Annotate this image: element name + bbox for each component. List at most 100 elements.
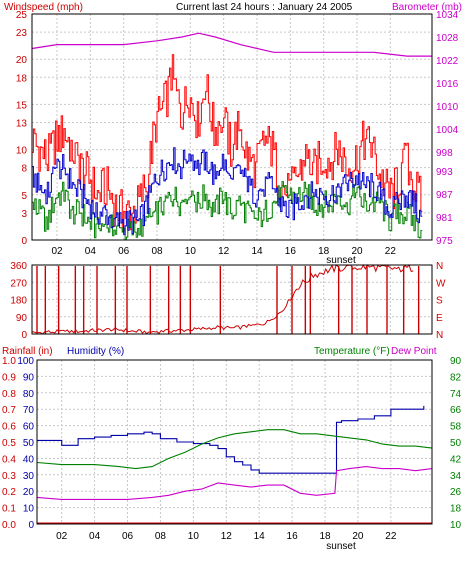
thermo-x-tick: 04 (89, 531, 101, 542)
thermo-x-tick: 18 (319, 531, 331, 542)
direction-tick-label: 90 (16, 313, 28, 324)
windspeed-x-tick: 10 (185, 246, 197, 257)
sunset-label-bottom: sunset (326, 541, 356, 552)
windspeed-axis-title: Windspeed (mph) (4, 2, 83, 13)
rainfall-tick-label: 0.0 (2, 520, 16, 531)
windspeed-x-tick: 16 (285, 246, 297, 257)
windspeed-tick-label: 0 (21, 236, 27, 247)
rainfall-tick-label: 0.1 (2, 504, 16, 515)
rainfall-axis-title: Rainfall (in) (2, 346, 53, 357)
windspeed-x-tick: 20 (351, 246, 363, 257)
rainfall-ticks: 0.0 0.1 0.2 0.3 0.4 0.5 0.6 0.7 0.8 0.9 1.0 (2, 356, 16, 531)
barometer-tick-label: 1034 (436, 10, 459, 21)
direction-compass-label: E (436, 313, 443, 324)
direction-degree-ticks: 0 90 180 270 360 (10, 261, 27, 341)
barometer-tick-label: 1016 (436, 79, 459, 90)
barometer-tick-label: 981 (436, 213, 453, 224)
rainfall-tick-label: 1.0 (2, 356, 16, 367)
windspeed-x-tick: 08 (151, 246, 163, 257)
thermo-series (36, 405, 433, 524)
temperature-tick-label: 66 (450, 405, 462, 416)
windspeed-tick-label: 15 (16, 100, 28, 111)
temperature-tick-label: 18 (450, 504, 462, 515)
temperature-tick-label: 90 (450, 356, 462, 367)
temperature-tick-label: 74 (450, 389, 462, 400)
barometer-tick-label: 998 (436, 148, 453, 159)
temperature-tick-label: 58 (450, 422, 462, 433)
humidity-tick-label: 70 (23, 405, 35, 416)
thermo-plot-frame (36, 359, 433, 525)
thermo-panel: Rainfall (in) Humidity (%) Temperature (… (2, 346, 462, 552)
thermo-x-tick: 20 (352, 531, 364, 542)
humidity-tick-label: 10 (23, 504, 35, 515)
chart-title: Current last 24 hours : January 24 2005 (176, 2, 353, 13)
temperature-axis-title: Temperature (°F) (314, 346, 390, 357)
dew-point-line (36, 466, 433, 500)
humidity-tick-label: 100 (17, 356, 34, 367)
rainfall-tick-label: 0.6 (2, 422, 16, 433)
humidity-tick-label: 40 (23, 454, 35, 465)
thermo-x-ticks: 02 04 06 08 10 12 14 16 18 20 22 (56, 531, 397, 542)
barometer-tick-label: 1028 (436, 33, 459, 44)
thermo-x-tick: 12 (221, 531, 233, 542)
humidity-line (37, 405, 425, 474)
direction-tick-label: 0 (21, 330, 27, 341)
windspeed-tick-label: 3 (21, 209, 27, 220)
rainfall-tick-label: 0.5 (2, 438, 16, 449)
windspeed-tick-label: 5 (21, 191, 27, 202)
sunset-label: sunset (326, 255, 356, 266)
temperature-tick-label: 50 (450, 438, 462, 449)
direction-compass-label: S (436, 296, 443, 307)
barometer-line (31, 32, 432, 57)
humidity-tick-label: 50 (23, 438, 35, 449)
barometer-tick-label: 1022 (436, 56, 459, 67)
barometer-tick-label: 993 (436, 167, 453, 178)
humidity-tick-label: 60 (23, 422, 35, 433)
windspeed-tick-label: 18 (16, 73, 28, 84)
rainfall-tick-label: 0.4 (2, 454, 16, 465)
direction-tick-label: 360 (10, 261, 27, 272)
windspeed-tick-label: 8 (21, 164, 27, 175)
rainfall-tick-label: 0.3 (2, 471, 16, 482)
windspeed-tick-label: 20 (16, 55, 28, 66)
barometer-tick-label: 1010 (436, 102, 459, 113)
direction-plot-frame (31, 264, 433, 335)
gust-line (31, 54, 423, 232)
temperature-tick-label: 10 (450, 520, 462, 531)
windspeed-x-tick: 12 (218, 246, 230, 257)
windspeed-tick-label: 10 (16, 146, 28, 157)
thermo-x-tick: 10 (188, 531, 200, 542)
windspeed-series (31, 32, 432, 241)
barometer-tick-label: 987 (436, 190, 453, 201)
windspeed-x-tick: 18 (318, 246, 330, 257)
barometer-axis-title: Barometer (mb) (392, 2, 462, 13)
direction-compass-label: N (436, 330, 443, 341)
windspeed-x-ticks: 02 04 06 08 10 12 14 16 18 20 22 (51, 246, 396, 257)
thermo-x-tick: 02 (56, 531, 68, 542)
rainfall-tick-label: 0.9 (2, 372, 16, 383)
windspeed-x-tick: 22 (385, 246, 397, 257)
windspeed-tick-label: 23 (16, 28, 28, 39)
thermo-x-tick: 22 (385, 531, 397, 542)
windspeed-ticks: 0 3 5 8 10 13 15 18 20 23 25 (16, 10, 28, 247)
barometer-tick-label: 1004 (436, 125, 459, 136)
thermo-x-tick: 14 (254, 531, 266, 542)
temperature-tick-label: 26 (450, 487, 462, 498)
rainfall-tick-label: 0.8 (2, 389, 16, 400)
windspeed-x-tick: 06 (118, 246, 130, 257)
temperature-ticks: 10 18 26 34 42 50 58 66 74 82 90 (450, 356, 462, 531)
humidity-tick-label: 20 (23, 487, 35, 498)
direction-compass-label: N (436, 261, 443, 272)
windspeed-x-tick: 02 (51, 246, 63, 257)
barometer-tick-label: 975 (436, 236, 453, 247)
temperature-tick-label: 82 (450, 372, 462, 383)
low-wind-line (31, 181, 423, 241)
humidity-tick-label: 0 (28, 520, 34, 531)
average-wind-line (31, 147, 423, 235)
humidity-ticks: 0 10 20 30 40 50 60 70 80 90 100 (17, 356, 34, 531)
thermo-x-tick: 08 (155, 531, 167, 542)
